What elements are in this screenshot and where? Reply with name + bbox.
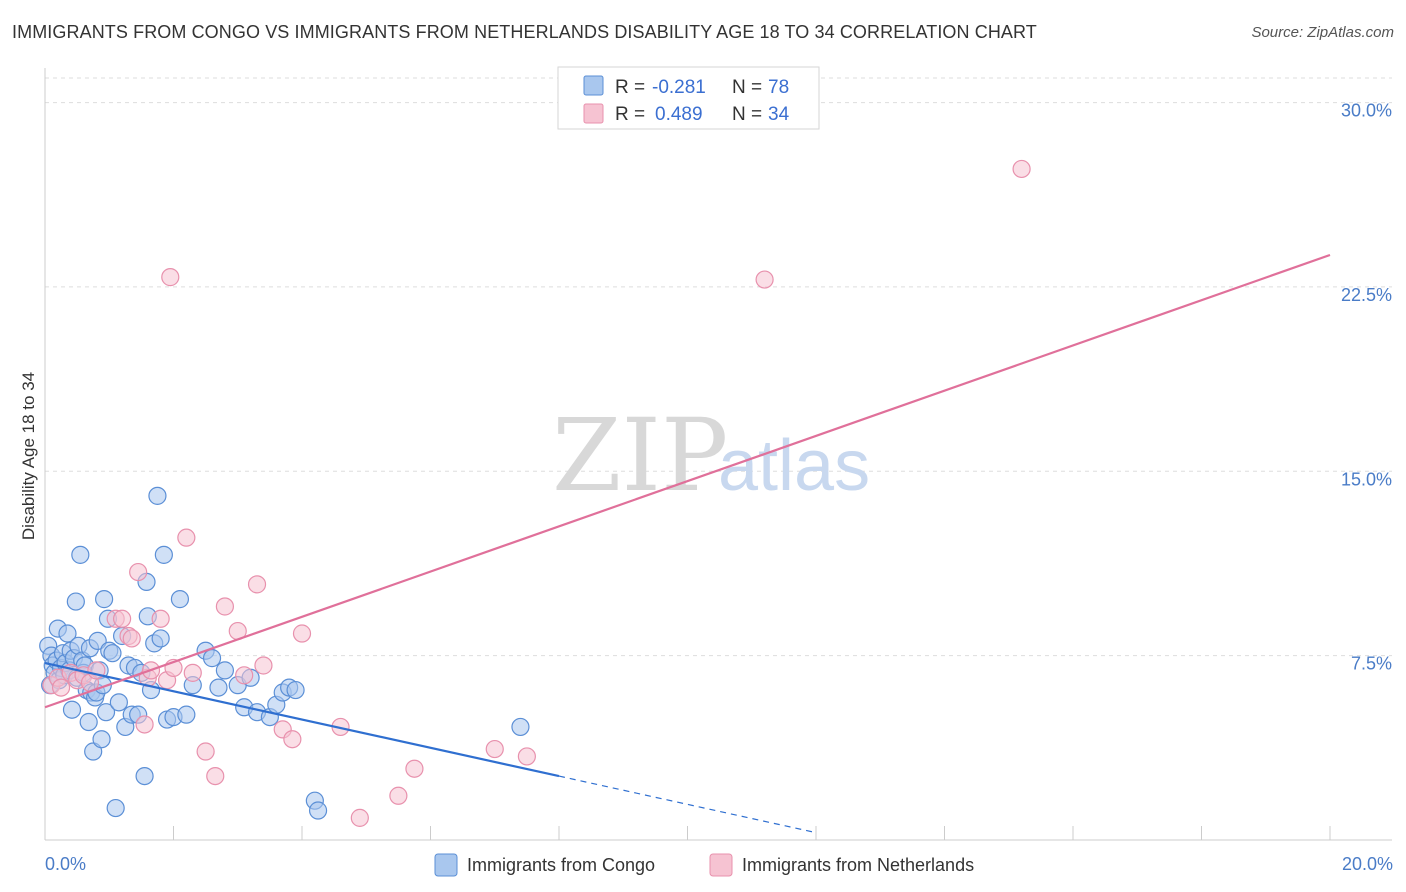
grid-layer [45,77,1392,657]
legend-n-label-congo: N = [732,77,762,98]
congo-point [135,766,154,786]
congo-point [58,624,77,643]
legend-r-label-netherlands: R = [615,104,645,125]
netherlands-point [177,528,196,547]
netherlands-point [51,678,71,697]
netherlands-point [206,766,225,786]
series-legend-swatch-congo [434,853,458,877]
congo-point [148,486,167,505]
legend-n-label-netherlands: N = [732,104,762,125]
netherlands-point [215,597,234,616]
legend-r-value-netherlands: 0.489 [655,104,703,125]
y-tick-label: 7.5% [1351,654,1392,674]
congo-point [286,680,305,700]
series-legend-swatch-netherlands [709,853,733,877]
netherlands-point [122,629,141,648]
legend-swatch-congo [583,75,604,96]
correlation-legend: R = -0.281 N = 78 R = 0.489 N = 34 [557,66,820,130]
y-tick-label: 30.0% [1341,101,1392,121]
netherlands-point [755,270,774,289]
netherlands-point [235,666,254,685]
netherlands-point [405,759,424,778]
netherlands-point [183,663,202,682]
congo-point [62,700,82,719]
congo-point [92,730,111,749]
congo-point [151,629,170,648]
congo-point [66,592,85,611]
netherlands-point [129,562,148,582]
netherlands-trend-line [44,253,1331,709]
netherlands-point [485,739,504,759]
netherlands-point [112,609,132,628]
netherlands-point [517,747,536,766]
congo-point [95,590,114,609]
netherlands-point [1012,159,1031,179]
congo-point [209,678,228,697]
congo-point [103,644,122,663]
congo-point [71,545,90,564]
congo-point [511,717,530,737]
netherlands-point [247,575,267,594]
congo-point [109,693,128,712]
trend-layer [44,253,1331,834]
legend-n-value-netherlands: 34 [768,104,790,125]
netherlands-point [135,715,154,734]
congo-point [79,712,98,732]
congo-trend-line [44,661,560,778]
chart-source: Source: ZipAtlas.com [1251,24,1394,41]
watermark: ZIP atlas [552,397,870,514]
series-legend-label-netherlands: Immigrants from Netherlands [742,855,974,875]
x-tick-label-max: 20.0% [1342,854,1393,874]
congo-point [96,703,116,722]
netherlands-point [292,624,312,643]
legend-r-value-congo: -0.281 [652,77,706,98]
y-tick-label: 15.0% [1341,469,1392,489]
legend-r-label-congo: R = [615,77,645,98]
congo-point [308,801,328,820]
legend-n-value-congo: 78 [768,77,789,98]
congo-point [215,661,234,680]
netherlands-point [283,730,302,749]
watermark-atlas: atlas [718,426,870,506]
y-tick-label: 22.5% [1341,285,1392,305]
y-axis-label: Disability Age 18 to 34 [19,372,38,540]
congo-point [154,545,173,564]
congo-point [202,649,222,668]
netherlands-point [161,268,180,287]
netherlands-point [254,656,273,675]
chart-title: IMMIGRANTS FROM CONGO VS IMMIGRANTS FROM… [12,22,1037,42]
congo-trend-extension [558,775,817,834]
watermark-zip: ZIP [552,397,728,514]
netherlands-point [196,742,215,761]
points-layer [39,159,1031,827]
series-legend-label-congo: Immigrants from Congo [467,855,655,875]
tick-layer: 7.5% 15.0% 22.5% 30.0% 0.0% 20.0% [45,101,1393,874]
netherlands-point [389,786,408,805]
netherlands-point [350,808,369,827]
x-tick-label-min: 0.0% [45,854,86,874]
netherlands-point [151,609,170,628]
congo-point [88,631,107,650]
axes-layer [44,68,1392,841]
legend-swatch-netherlands [583,103,604,124]
series-legend: Immigrants from Congo Immigrants from Ne… [434,853,974,877]
congo-point [106,798,125,818]
congo-point [170,590,190,609]
congo-point [177,705,196,724]
